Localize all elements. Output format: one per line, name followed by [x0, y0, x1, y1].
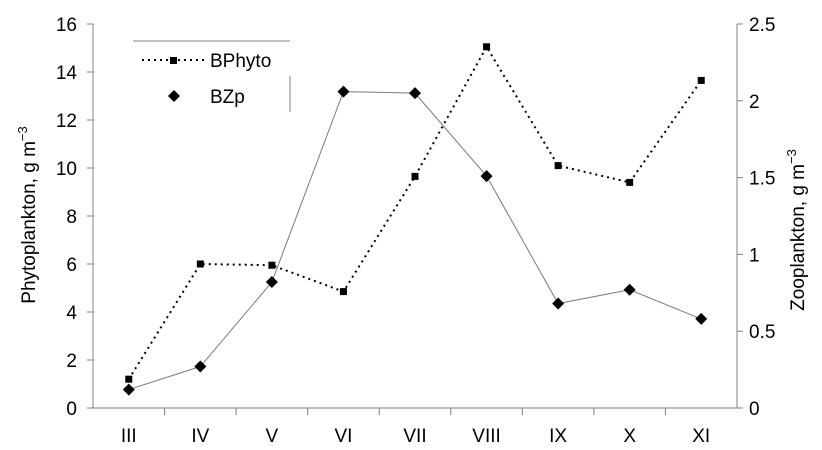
- legend-bphyto-marker: [170, 57, 177, 64]
- y-left-tick-label: 14: [56, 63, 78, 84]
- legend-bzp-marker: [168, 90, 180, 102]
- y-right-tick-label: 2: [749, 92, 760, 113]
- bphyto-point: [626, 178, 634, 186]
- y-right-tick-label: 2.5: [749, 15, 775, 36]
- x-tick-label: VIII: [472, 426, 501, 447]
- legend-bphyto-label: BPhyto: [210, 51, 271, 72]
- bphyto-point: [339, 288, 347, 296]
- x-tick-label: IX: [549, 426, 567, 447]
- bphyto-point: [268, 261, 276, 269]
- x-tick-label: X: [623, 426, 636, 447]
- y-left-tick-label: 8: [66, 207, 77, 228]
- y-right-tick-label: 1: [749, 245, 760, 266]
- x-ticks: III IV V VI VII VIII IX X XI: [121, 408, 710, 447]
- bzp-point: [265, 276, 278, 289]
- y-right-tick-label: 0.5: [749, 322, 775, 343]
- x-tick-label: XI: [692, 426, 710, 447]
- bphyto-point: [554, 162, 562, 170]
- bphyto-point: [483, 43, 491, 51]
- x-tick-label: V: [266, 426, 279, 447]
- bphyto-point: [196, 260, 204, 268]
- y-left-tick-label: 2: [66, 351, 77, 372]
- y-right-axis-title-text: Zooplankton, g m: [788, 164, 809, 311]
- y-left-tick-label: 6: [66, 255, 77, 276]
- bzp-point: [122, 383, 135, 396]
- series-layer: [122, 43, 708, 396]
- x-tick-label: VI: [334, 426, 352, 447]
- x-tick-label: IV: [191, 426, 209, 447]
- bzp-point: [623, 283, 636, 296]
- bzp-point: [409, 87, 421, 100]
- bzp-point: [337, 85, 350, 98]
- x-tick-label: III: [121, 426, 137, 447]
- bphyto-point: [125, 375, 133, 383]
- y-left-ticks: 0 2 4 6 8 10 12 14 16: [56, 15, 93, 420]
- legend-box: [133, 41, 290, 112]
- y-right-axis-title-sup: −3: [784, 149, 799, 164]
- y-right-tick-label: 1.5: [749, 169, 775, 190]
- legend-bzp-label: BZp: [210, 87, 245, 108]
- bzp-point: [695, 312, 708, 325]
- y-left-tick-label: 16: [56, 15, 77, 36]
- y-left-tick-label: 10: [56, 159, 77, 180]
- y-left-axis-title-sup: −3: [15, 126, 30, 141]
- y-left-axis-title-text: Phytoplankton, g m: [19, 141, 40, 304]
- y-right-ticks: 0 0.5 1 1.5 2 2.5: [737, 15, 775, 420]
- bphyto-point: [697, 76, 705, 84]
- legend: BPhyto BZp: [133, 40, 291, 112]
- bzp-point: [480, 170, 493, 183]
- y-left-tick-label: 0: [66, 399, 77, 420]
- y-left-axis-title: Phytoplankton, g m−3: [15, 126, 40, 303]
- plot-area: 0 2 4 6 8 10 12 14 16 0 0.5 1 1.5 2 2.5 III IV V VI VII VI…: [56, 15, 776, 447]
- series-line-bzp: [128, 91, 702, 391]
- bphyto-point: [411, 172, 419, 180]
- y-left-tick-label: 4: [66, 303, 77, 324]
- y-right-axis-title: Zooplankton, g m−3: [784, 149, 809, 311]
- bzp-point: [194, 360, 207, 373]
- y-right-tick-label: 0: [749, 399, 760, 420]
- x-tick-label: VII: [403, 426, 426, 447]
- y-left-tick-label: 12: [56, 111, 77, 132]
- bzp-point: [552, 297, 565, 310]
